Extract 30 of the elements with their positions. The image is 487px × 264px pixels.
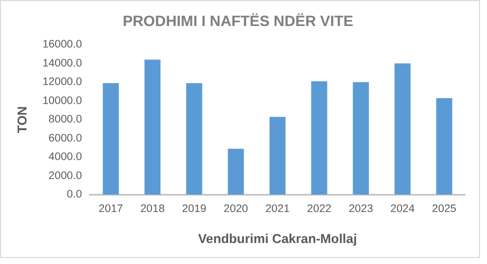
- bar: [270, 116, 286, 195]
- y-tick-label: 16000.0: [42, 38, 82, 51]
- bar: [352, 82, 369, 195]
- x-tick-label: 2025: [432, 203, 456, 216]
- bar: [102, 83, 119, 195]
- bar: [186, 83, 202, 195]
- bar: [228, 148, 244, 195]
- x-tick-label: 2022: [307, 203, 332, 216]
- x-tick-label: 2020: [224, 203, 248, 216]
- y-tick-label: 8000.0: [48, 114, 82, 126]
- chart-title: PRODHIMI I NAFTËS NDËR VITE: [122, 12, 354, 30]
- x-tick-label: 2019: [182, 203, 206, 216]
- y-axis-title: TON: [14, 106, 30, 134]
- y-tick-label: 0.0: [66, 188, 82, 201]
- x-tick-label: 2023: [348, 203, 374, 216]
- y-tick-label: 2000.0: [48, 170, 82, 182]
- y-tick-label: 10000.0: [42, 94, 82, 107]
- bar: [311, 81, 328, 195]
- y-tick-label: 12000.0: [42, 76, 82, 88]
- bar: [394, 63, 411, 195]
- x-tick-label: 2021: [265, 203, 290, 216]
- y-tick-label: 4000.0: [48, 151, 82, 164]
- y-tick-label: 14000.0: [42, 57, 82, 70]
- x-tick-label: 2018: [140, 203, 165, 216]
- x-tick-label: 2017: [98, 203, 124, 216]
- bar: [436, 98, 452, 195]
- x-tick-label: 2024: [390, 203, 415, 216]
- bar: [144, 60, 161, 195]
- y-tick-label: 6000.0: [48, 132, 82, 144]
- x-axis-title: Vendburimi Cakran-Mollaj: [198, 230, 357, 246]
